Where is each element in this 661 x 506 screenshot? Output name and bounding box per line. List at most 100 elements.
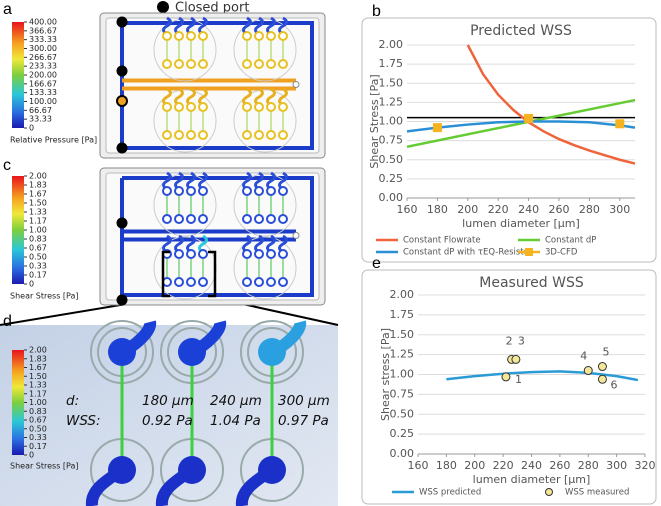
y-tick-label: 0.75 <box>390 387 415 400</box>
tube <box>278 171 288 191</box>
device-inner <box>105 17 320 154</box>
well <box>198 59 208 69</box>
well <box>162 130 172 140</box>
x-tick-label: 180 <box>427 203 448 216</box>
series-line <box>407 98 636 148</box>
well <box>278 277 288 287</box>
annotation: 240 µm <box>210 393 262 409</box>
colorbar-label: 400.00 <box>29 18 57 27</box>
well <box>266 186 276 196</box>
colorbar-label: 1.83 <box>29 354 47 363</box>
tube <box>254 171 264 191</box>
well <box>198 249 208 259</box>
chart-title: Predicted WSS <box>470 23 572 39</box>
colorbar-label: 0.83 <box>29 235 47 244</box>
colorbar-label: 133.33 <box>29 88 57 97</box>
chart-title: Measured WSS <box>479 275 584 291</box>
well <box>174 59 184 69</box>
tube <box>162 234 172 254</box>
x-tick-label: 320 <box>635 459 656 472</box>
series-line <box>466 44 636 165</box>
colorbar-label: 1.17 <box>29 389 47 398</box>
colorbar-label: 0.50 <box>29 424 47 433</box>
well <box>198 277 208 287</box>
tube <box>242 16 252 36</box>
well <box>278 31 288 41</box>
x-axis-label: lumen diameter [µm] <box>473 473 591 486</box>
marker <box>615 119 625 129</box>
tube <box>198 16 208 36</box>
colorbar-label: 2.00 <box>29 346 47 355</box>
colorbar-label: 266.67 <box>29 53 57 62</box>
y-tick-label: 0.50 <box>379 153 404 166</box>
tube <box>266 16 276 36</box>
y-tick-label: 1.75 <box>379 57 404 70</box>
x-tick-label: 160 <box>408 459 429 472</box>
colorbar-label: 366.67 <box>29 26 57 35</box>
tube-end <box>258 338 286 366</box>
well <box>254 214 264 224</box>
tube <box>198 87 208 107</box>
well <box>162 31 172 41</box>
legend-swatch <box>545 488 553 496</box>
well <box>198 130 208 140</box>
point-label: 1 <box>515 373 522 386</box>
colorbar-label: 33.33 <box>29 115 52 124</box>
legend-label: Constant dP with τEQ-Resistor <box>403 248 533 258</box>
annotation: d: <box>66 393 79 409</box>
colorbar-title: Shear Stress [Pa] <box>10 292 79 301</box>
well <box>266 130 276 140</box>
x-tick-label: 200 <box>457 203 478 216</box>
annotation: 1.04 Pa <box>210 413 261 429</box>
marker <box>501 372 511 382</box>
well <box>174 186 184 196</box>
tube <box>174 87 184 107</box>
port <box>292 232 300 239</box>
well <box>242 277 252 287</box>
legend-label: Constant Flowrate <box>403 236 481 246</box>
well <box>266 59 276 69</box>
x-tick-label: 160 <box>397 203 418 216</box>
well <box>278 249 288 259</box>
tube <box>162 87 172 107</box>
plot-area <box>446 354 639 384</box>
colorbar-label: 233.33 <box>29 62 57 71</box>
y-tick-label: 1.50 <box>390 328 415 341</box>
colorbar-label: 0.33 <box>29 433 47 442</box>
colorbar-label: 0.67 <box>29 244 47 253</box>
tube <box>266 171 276 191</box>
legend-label: WSS measured <box>565 488 629 498</box>
well <box>254 277 264 287</box>
colorbar-label: 0.83 <box>29 407 47 416</box>
well <box>174 277 184 287</box>
x-tick-label: 240 <box>518 203 539 216</box>
x-tick-label: 240 <box>521 459 542 472</box>
colorbar-label: 1.33 <box>29 381 47 390</box>
y-tick-label: 0.50 <box>390 407 415 420</box>
well <box>254 130 264 140</box>
y-tick-label: 1.25 <box>390 348 415 361</box>
well <box>242 130 252 140</box>
colorbar-label: 2.00 <box>29 172 47 181</box>
closed-port-legend: Closed port <box>175 1 249 16</box>
well <box>198 214 208 224</box>
y-tick-label: 0.25 <box>379 172 404 185</box>
well <box>186 277 196 287</box>
well <box>198 186 208 196</box>
series-line <box>446 370 639 382</box>
y-tick-label: 2.00 <box>390 288 415 301</box>
port <box>292 81 300 88</box>
tube-end <box>178 338 206 366</box>
tube <box>162 16 172 36</box>
well <box>162 214 172 224</box>
marker <box>583 366 593 376</box>
colorbar-label: 1.67 <box>29 190 47 199</box>
closed-port-symbol <box>157 1 169 13</box>
panel-label: d <box>3 313 12 330</box>
closed-port <box>116 294 128 306</box>
plot-area <box>407 44 636 165</box>
panel-frame <box>361 269 657 505</box>
marker <box>597 374 607 384</box>
colorbar-label: 200.00 <box>29 71 57 80</box>
well <box>198 102 208 112</box>
